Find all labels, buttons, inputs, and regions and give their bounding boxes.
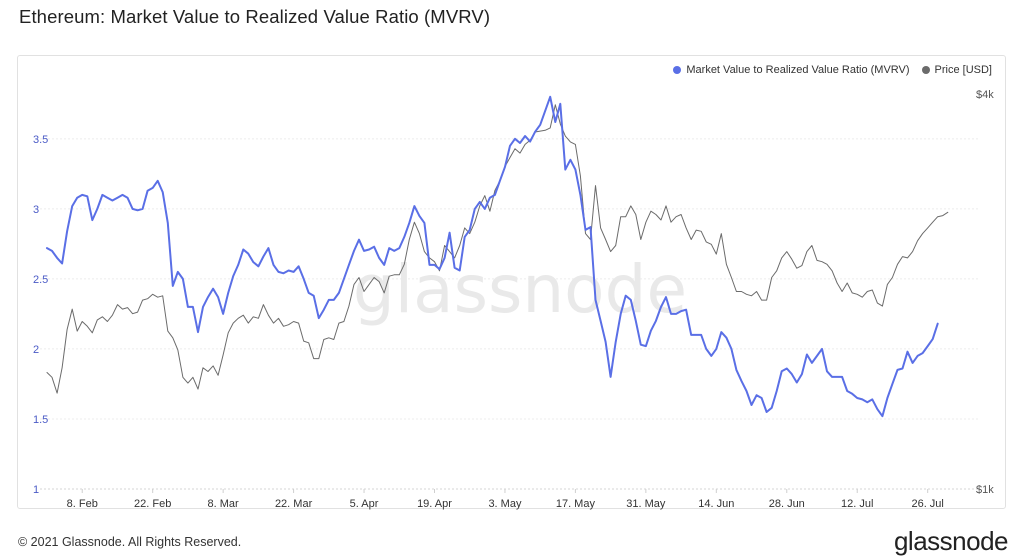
- y-tick-label-left: 2.5: [33, 274, 48, 286]
- legend-label-mvrv: Market Value to Realized Value Ratio (MV…: [686, 64, 910, 76]
- copyright-text: © 2021 Glassnode. All Rights Reserved.: [18, 535, 242, 549]
- price-line: [46, 104, 949, 394]
- chart-title: Ethereum: Market Value to Realized Value…: [19, 6, 491, 27]
- x-tick-label: 3. May: [488, 498, 522, 510]
- x-tick-label: 8. Feb: [67, 498, 98, 510]
- legend-dot-mvrv: [673, 66, 682, 74]
- y-tick-label-left: 2: [33, 344, 39, 356]
- legend-label-price: Price [USD]: [934, 64, 992, 76]
- y-tick-label-left: 1.5: [33, 414, 48, 426]
- x-tick-label: 8. Mar: [208, 498, 240, 510]
- x-tick-label: 5. Apr: [350, 498, 379, 510]
- x-tick-label: 19. Apr: [417, 498, 452, 510]
- x-tick-label: 22. Feb: [134, 498, 171, 510]
- x-tick-label: 22. Mar: [275, 498, 313, 510]
- price-series: [46, 104, 949, 394]
- x-tick-label: 12. Jul: [841, 498, 873, 510]
- legend-item-price[interactable]: Price [USD]: [921, 64, 992, 76]
- y-tick-label-left: 3.5: [33, 134, 48, 146]
- x-tick-label: 31. May: [626, 498, 666, 510]
- x-tick-label: 17. May: [556, 498, 596, 510]
- legend-item-mvrv[interactable]: Market Value to Realized Value Ratio (MV…: [673, 64, 910, 76]
- chart-panel: [17, 55, 1006, 509]
- y-axis-right: $1k $4k: [976, 89, 994, 496]
- y-tick-label-right: $1k: [976, 484, 994, 496]
- x-tick-label: 26. Jul: [911, 498, 943, 510]
- x-axis: 8. Feb 22. Feb 8. Mar 22. Mar 5. Apr 19. Apr 3…: [67, 489, 944, 510]
- y-tick-label-left: 3: [33, 204, 39, 216]
- legend: Market Value to Realized Value Ratio (MV…: [661, 64, 992, 76]
- y-tick-label-right: $4k: [976, 89, 994, 101]
- brand-logo-text[interactable]: glassnode: [893, 526, 1009, 556]
- y-tick-label-left: 1: [33, 484, 39, 496]
- legend-dot-price: [921, 66, 930, 74]
- mvrv-series: [46, 95, 939, 418]
- grid: [40, 138, 978, 490]
- x-tick-label: 14. Jun: [698, 498, 734, 510]
- mvrv-line: [46, 95, 939, 418]
- x-tick-label: 28. Jun: [769, 498, 805, 510]
- y-axis-left: 1 1.5 2 2.5 3 3.5: [33, 134, 48, 496]
- watermark-text: glassnode: [353, 251, 687, 328]
